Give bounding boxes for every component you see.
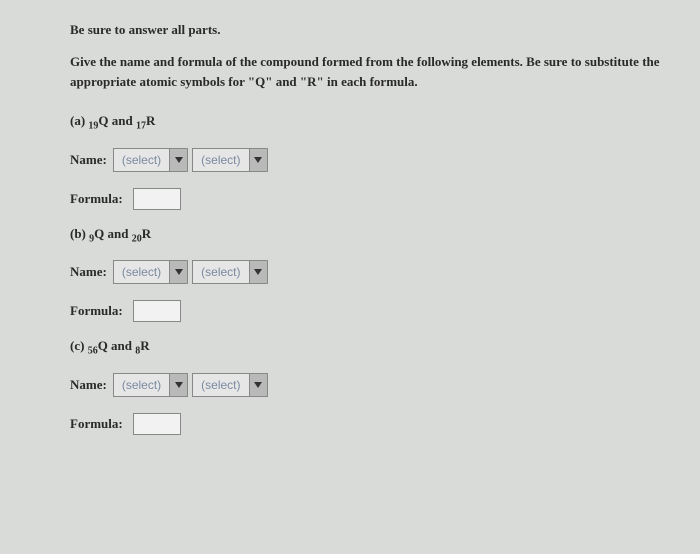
part-c-name-select-2[interactable]: (select): [192, 373, 267, 397]
part-c-formula-row: Formula:: [70, 413, 690, 435]
part-c-sub1: 56: [88, 346, 98, 357]
part-b-name-row: Name: (select) (select): [70, 260, 690, 284]
part-c-sym1: Q and: [98, 338, 136, 353]
select-placeholder: (select): [114, 265, 169, 279]
part-a-formula-row: Formula:: [70, 188, 690, 210]
name-label: Name:: [70, 377, 107, 393]
part-a-name-select-2[interactable]: (select): [192, 148, 267, 172]
part-c-sym2: R: [140, 338, 149, 353]
part-b-name-select-2[interactable]: (select): [192, 260, 267, 284]
part-c-prefix: (c): [70, 338, 88, 353]
name-label: Name:: [70, 152, 107, 168]
part-b-sub2: 20: [132, 233, 142, 244]
part-a-sub1: 19: [88, 121, 98, 132]
select-placeholder: (select): [193, 265, 248, 279]
part-b-prefix: (b): [70, 226, 89, 241]
select-placeholder: (select): [193, 378, 248, 392]
part-a-sub2: 17: [136, 121, 146, 132]
part-a-sym1: Q and: [98, 113, 136, 128]
formula-label: Formula:: [70, 303, 123, 319]
chevron-down-icon: [169, 149, 187, 171]
instruction-heading: Be sure to answer all parts.: [70, 22, 690, 38]
select-placeholder: (select): [114, 153, 169, 167]
select-placeholder: (select): [193, 153, 248, 167]
part-b-sym2: R: [142, 226, 151, 241]
part-b-formula-row: Formula:: [70, 300, 690, 322]
part-a-sym2: R: [146, 113, 155, 128]
part-a-name-select-1[interactable]: (select): [113, 148, 188, 172]
part-c-label: (c) 56Q and 8R: [70, 338, 690, 357]
part-c-name-row: Name: (select) (select): [70, 373, 690, 397]
part-c-formula-input[interactable]: [133, 413, 181, 435]
chevron-down-icon: [249, 374, 267, 396]
instruction-body: Give the name and formula of the compoun…: [70, 52, 690, 91]
part-a-label: (a) 19Q and 17R: [70, 113, 690, 132]
chevron-down-icon: [169, 374, 187, 396]
part-c-name-select-1[interactable]: (select): [113, 373, 188, 397]
part-a-name-row: Name: (select) (select): [70, 148, 690, 172]
chevron-down-icon: [249, 149, 267, 171]
formula-label: Formula:: [70, 191, 123, 207]
part-b-formula-input[interactable]: [133, 300, 181, 322]
part-b-label: (b) 9Q and 20R: [70, 226, 690, 245]
select-placeholder: (select): [114, 378, 169, 392]
part-a-formula-input[interactable]: [133, 188, 181, 210]
part-a-prefix: (a): [70, 113, 88, 128]
chevron-down-icon: [249, 261, 267, 283]
formula-label: Formula:: [70, 416, 123, 432]
chevron-down-icon: [169, 261, 187, 283]
name-label: Name:: [70, 264, 107, 280]
part-b-sym1: Q and: [94, 226, 132, 241]
part-b-name-select-1[interactable]: (select): [113, 260, 188, 284]
